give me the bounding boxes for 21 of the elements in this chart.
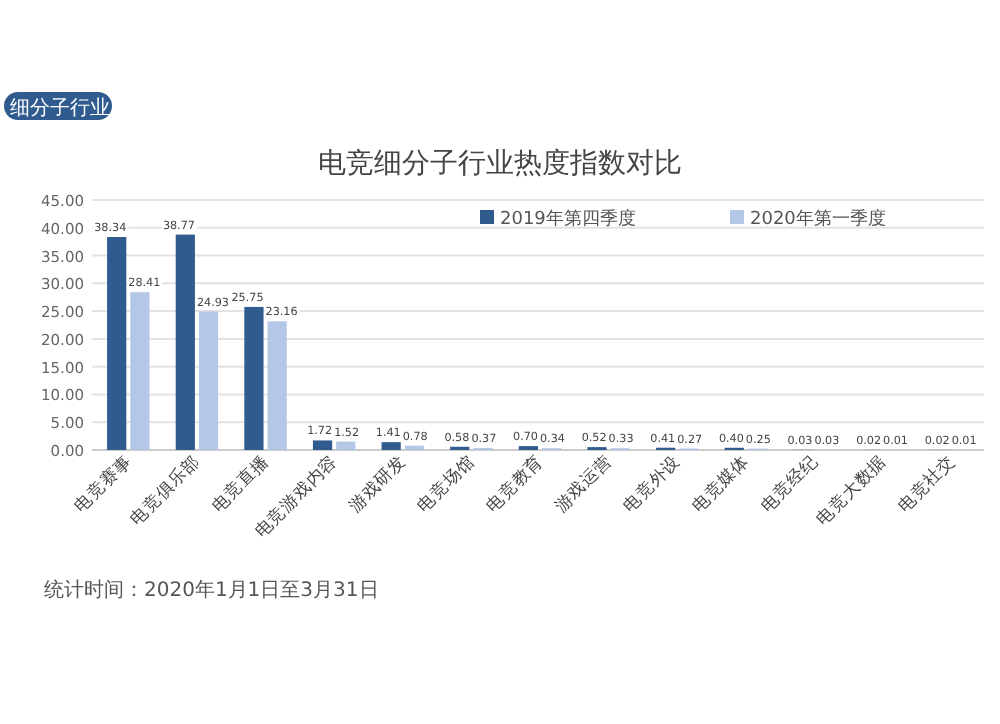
bar [336, 441, 356, 450]
x-tick-label: 电竞社交 [893, 450, 960, 518]
bar [107, 237, 127, 450]
bar [381, 442, 401, 450]
chart-title: 电竞细分子行业热度指数对比 [318, 148, 682, 180]
x-tick-label: 电竞教育 [481, 450, 549, 518]
x-tick-label: 电竞外设 [619, 450, 686, 518]
bar [175, 234, 195, 450]
bar [267, 321, 287, 450]
bar [130, 292, 150, 450]
legend-label: 2019年第四季度 [500, 208, 636, 230]
x-tick-label: 电竞场馆 [413, 450, 480, 518]
legend-label: 2020年第一季度 [750, 208, 886, 230]
bar [198, 311, 219, 450]
bar [244, 306, 264, 450]
text: 细分子行业 [10, 96, 110, 120]
x-tick-label: 游戏研发 [344, 450, 412, 518]
x-tick-label: 游戏运营 [550, 450, 617, 518]
bar [312, 440, 333, 450]
x-tick-label: 电竞媒体 [687, 450, 755, 518]
text: 统计时间：2020年1月1日至3月31日 [44, 578, 379, 602]
